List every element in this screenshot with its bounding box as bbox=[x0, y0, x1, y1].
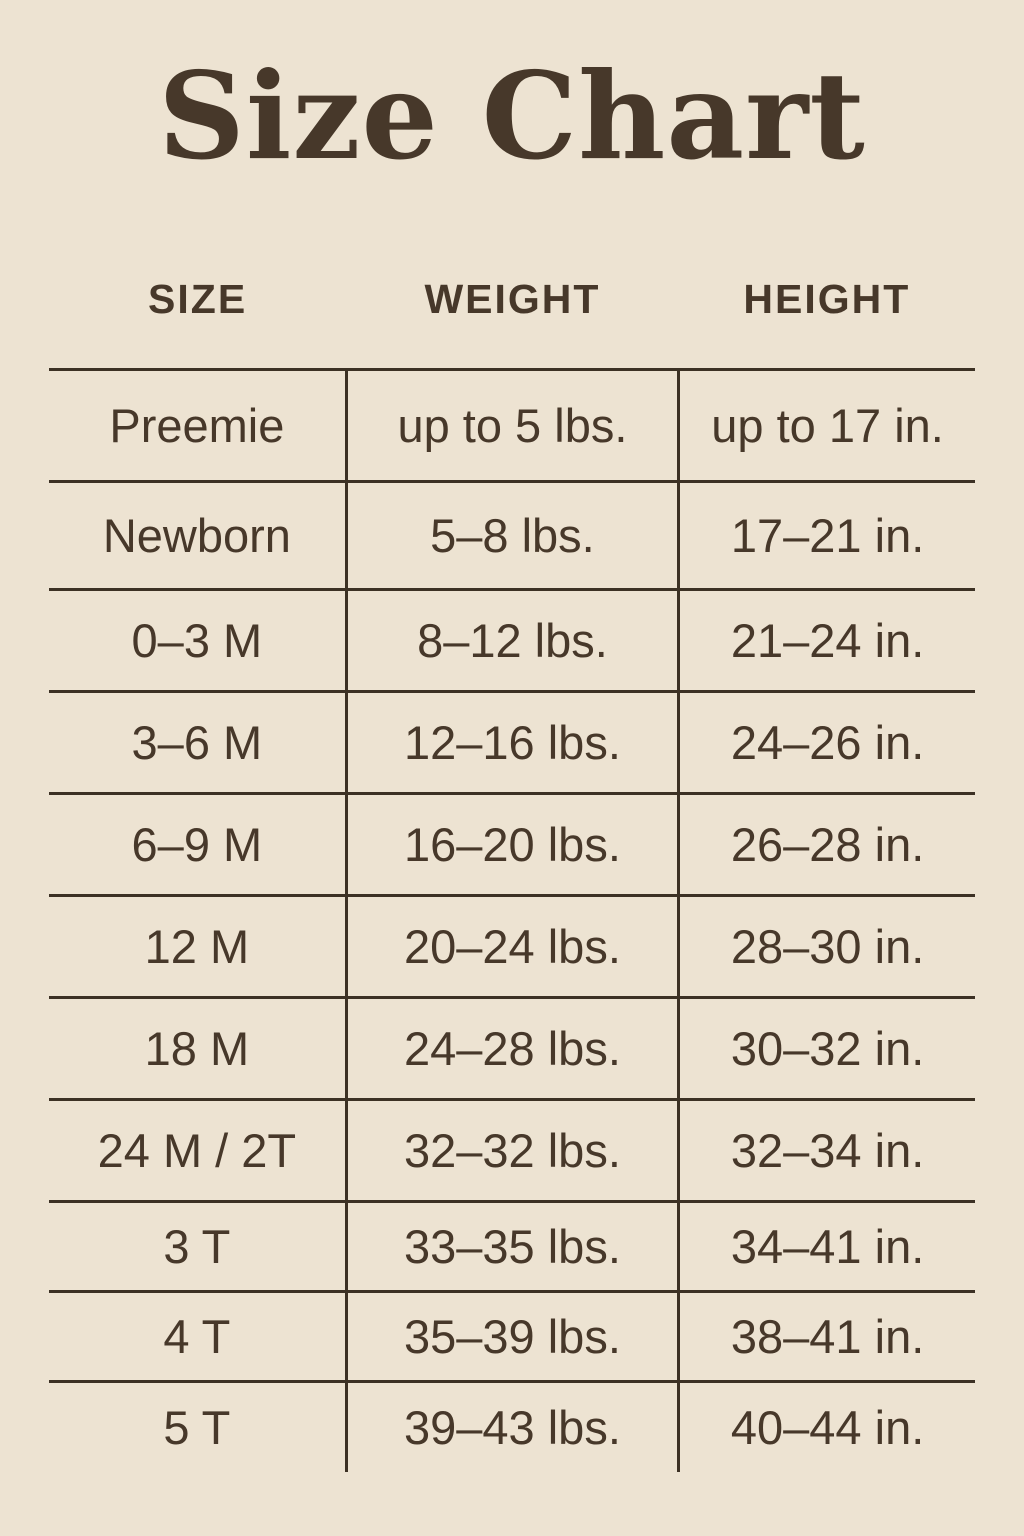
column-header-weight: WEIGHT bbox=[424, 276, 601, 322]
table-row-3t: 3 T 33–35 lbs. 34–41 in. bbox=[49, 1201, 975, 1293]
size-table: Preemie up to 5 lbs. up to 17 in. Newbor… bbox=[49, 368, 975, 1472]
column-header-size: SIZE bbox=[148, 276, 248, 322]
cell-weight: 8–12 lbs. bbox=[344, 589, 681, 693]
table-row-3-6m: 3–6 M 12–16 lbs. 24–26 in. bbox=[49, 691, 975, 795]
cell-size: Preemie bbox=[49, 369, 347, 483]
table-row-24m-2t: 24 M / 2T 32–32 lbs. 32–34 in. bbox=[49, 1099, 975, 1203]
cell-height: 24–26 in. bbox=[678, 691, 975, 795]
column-header-height: HEIGHT bbox=[743, 276, 911, 322]
table-row-18m: 18 M 24–28 lbs. 30–32 in. bbox=[49, 997, 975, 1101]
cell-weight: 5–8 lbs. bbox=[344, 481, 681, 591]
table-row-12m: 12 M 20–24 lbs. 28–30 in. bbox=[49, 895, 975, 999]
table-row-5t: 5 T 39–43 lbs. 40–44 in. bbox=[49, 1381, 975, 1472]
cell-weight: 16–20 lbs. bbox=[344, 793, 681, 897]
cell-size: 3 T bbox=[49, 1201, 347, 1293]
cell-size: 24 M / 2T bbox=[49, 1099, 347, 1203]
cell-size: 5 T bbox=[163, 1400, 231, 1454]
cell-height: 21–24 in. bbox=[678, 589, 975, 693]
cell-height: 26–28 in. bbox=[678, 793, 975, 897]
cell-size: 3–6 M bbox=[49, 691, 347, 795]
table-header-row: SIZE WEIGHT HEIGHT bbox=[49, 276, 975, 323]
table-row-0-3m: 0–3 M 8–12 lbs. 21–24 in. bbox=[49, 589, 975, 693]
cell-weight: 32–32 lbs. bbox=[344, 1099, 681, 1203]
cell-size: 0–3 M bbox=[49, 589, 347, 693]
cell-weight: 33–35 lbs. bbox=[344, 1201, 681, 1293]
table-row-6-9m: 6–9 M 16–20 lbs. 26–28 in. bbox=[49, 793, 975, 897]
cell-weight: up to 5 lbs. bbox=[344, 369, 681, 483]
cell-height: 32–34 in. bbox=[678, 1099, 975, 1203]
cell-height: up to 17 in. bbox=[678, 369, 975, 483]
table-row-preemie: Preemie up to 5 lbs. up to 17 in. bbox=[49, 369, 975, 483]
cell-height: 40–44 in. bbox=[730, 1400, 925, 1454]
cell-height: 34–41 in. bbox=[678, 1201, 975, 1293]
table-row-4t: 4 T 35–39 lbs. 38–41 in. bbox=[49, 1291, 975, 1383]
cell-size: 12 M bbox=[49, 895, 347, 999]
cell-weight: 12–16 lbs. bbox=[344, 691, 681, 795]
cell-weight: 35–39 lbs. bbox=[344, 1291, 681, 1383]
cell-height: 30–32 in. bbox=[678, 997, 975, 1101]
cell-height: 38–41 in. bbox=[678, 1291, 975, 1383]
cell-size: 18 M bbox=[49, 997, 347, 1101]
cell-size: 4 T bbox=[49, 1291, 347, 1383]
size-table-body: Preemie up to 5 lbs. up to 17 in. Newbor… bbox=[49, 369, 975, 1472]
cell-weight: 39–43 lbs. bbox=[344, 1381, 681, 1472]
table-row-newborn: Newborn 5–8 lbs. 17–21 in. bbox=[49, 481, 975, 591]
cell-size: 6–9 M bbox=[49, 793, 347, 897]
cell-height: 17–21 in. bbox=[678, 481, 975, 591]
cell-weight: 20–24 lbs. bbox=[344, 895, 681, 999]
cell-weight: 24–28 lbs. bbox=[344, 997, 681, 1101]
cell-size: Newborn bbox=[49, 481, 347, 591]
cell-height: 28–30 in. bbox=[678, 895, 975, 999]
page-title: Size Chart bbox=[158, 46, 866, 187]
